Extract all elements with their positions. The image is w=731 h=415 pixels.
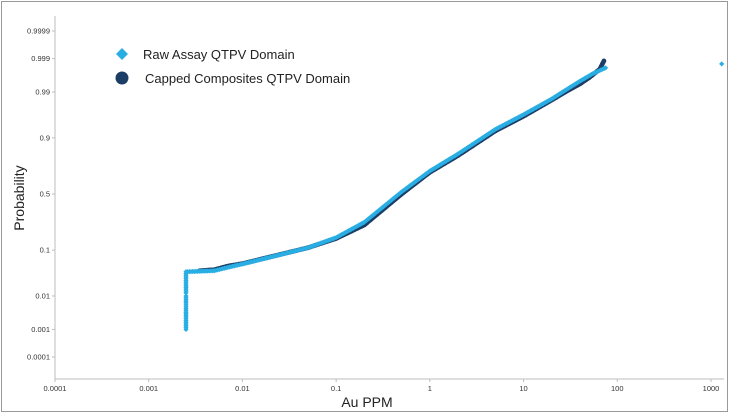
x-tick-label: 10 — [519, 384, 527, 393]
y-tick-label: 0.001 — [31, 325, 50, 334]
x-axis-title: Au PPM — [341, 394, 392, 410]
x-tick-label: 100 — [611, 384, 624, 393]
y-tick-label: 0.01 — [35, 291, 50, 300]
data-point-capped-composite — [601, 58, 607, 64]
y-tick-label: 0.9 — [40, 133, 50, 142]
y-ticks: 0.0001 0.001 0.01 0.1 0.5 0.9 0.99 0.999 0.9999 — [27, 27, 55, 362]
series-layer — [183, 58, 725, 333]
y-tick-label: 0.9999 — [27, 27, 50, 36]
y-tick-label: 0.999 — [31, 54, 50, 63]
data-point-raw-assay — [602, 65, 609, 71]
x-tick-label: 0.1 — [331, 384, 341, 393]
x-ticks: 0.0001 0.001 0.01 0.1 1 10 100 1000 — [44, 379, 720, 393]
x-tick-label: 1 — [428, 384, 432, 393]
axes — [54, 16, 724, 380]
legend-label-capped-composites: Capped Composites QTPV Domain — [145, 71, 350, 86]
x-tick-label: 1000 — [703, 384, 720, 393]
data-point-raw-assay — [183, 293, 189, 299]
legend-label-raw-assay: Raw Assay QTPV Domain — [143, 47, 295, 62]
y-tick-label: 0.1 — [40, 246, 50, 255]
legend: Raw Assay QTPV Domain Capped Composites … — [115, 47, 350, 86]
x-tick-label: 0.0001 — [44, 384, 67, 393]
legend-circle-icon — [115, 71, 129, 85]
x-tick-label: 0.01 — [235, 384, 250, 393]
y-axis-title: Probability — [11, 165, 27, 230]
legend-diamond-icon — [116, 48, 128, 60]
y-tick-label: 0.0001 — [27, 353, 50, 362]
x-tick-label: 0.001 — [139, 384, 158, 393]
data-point-raw-assay — [719, 61, 725, 67]
y-tick-label: 0.99 — [35, 88, 50, 97]
y-tick-label: 0.5 — [40, 190, 50, 199]
